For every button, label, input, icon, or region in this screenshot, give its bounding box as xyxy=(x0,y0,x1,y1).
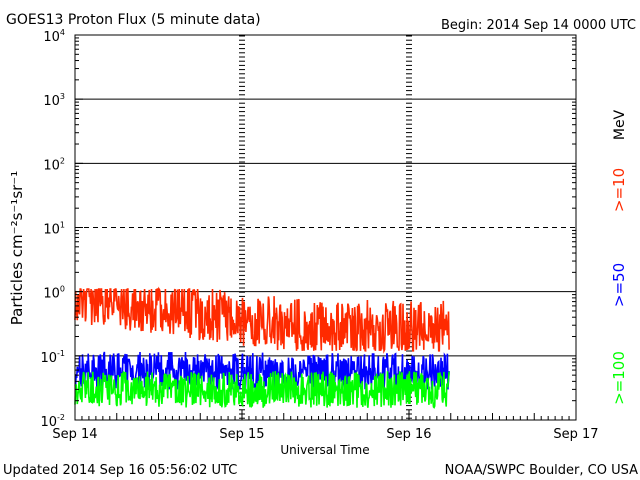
legend: MeV >=10 >=50 >=100 xyxy=(610,109,628,404)
legend-unit-label: MeV xyxy=(612,109,628,140)
y-tick-label: 103 xyxy=(43,92,65,109)
updated-timestamp: Updated 2014 Sep 16 05:56:02 UTC xyxy=(3,463,237,478)
x-tick-label: Sep 15 xyxy=(219,427,264,442)
y-tick-label: 100 xyxy=(43,285,65,302)
y-axis-label: Particles cm⁻²s⁻¹sr⁻¹ xyxy=(8,171,26,325)
series-line xyxy=(74,370,450,409)
x-axis-label: Universal Time xyxy=(280,443,369,457)
x-tick-label: Sep 14 xyxy=(52,427,97,442)
legend-entry: >=50 xyxy=(610,263,628,307)
y-tick-label: 102 xyxy=(43,156,65,173)
y-axis: 10-2 10-1 100 101 102 103 104 xyxy=(40,28,576,430)
y-tick-label: 10-1 xyxy=(40,349,65,366)
y-tick-label: 104 xyxy=(43,28,65,45)
x-tick-label: Sep 17 xyxy=(553,427,598,442)
legend-entry: >=10 xyxy=(610,168,628,212)
series-line xyxy=(74,351,450,391)
series-line xyxy=(74,286,450,354)
legend-entry: >=100 xyxy=(610,351,628,405)
begin-date: Begin: 2014 Sep 14 0000 UTC xyxy=(441,18,636,33)
y-tick-label: 10-2 xyxy=(40,413,65,430)
credit-label: NOAA/SWPC Boulder, CO USA xyxy=(445,463,638,478)
series-layer xyxy=(74,286,450,409)
chart-title: GOES13 Proton Flux (5 minute data) xyxy=(6,12,261,28)
x-axis: Sep 14 Sep 15 Sep 16 Sep 17 xyxy=(52,410,599,442)
x-tick-label: Sep 16 xyxy=(386,427,431,442)
y-tick-label: 101 xyxy=(43,221,65,238)
